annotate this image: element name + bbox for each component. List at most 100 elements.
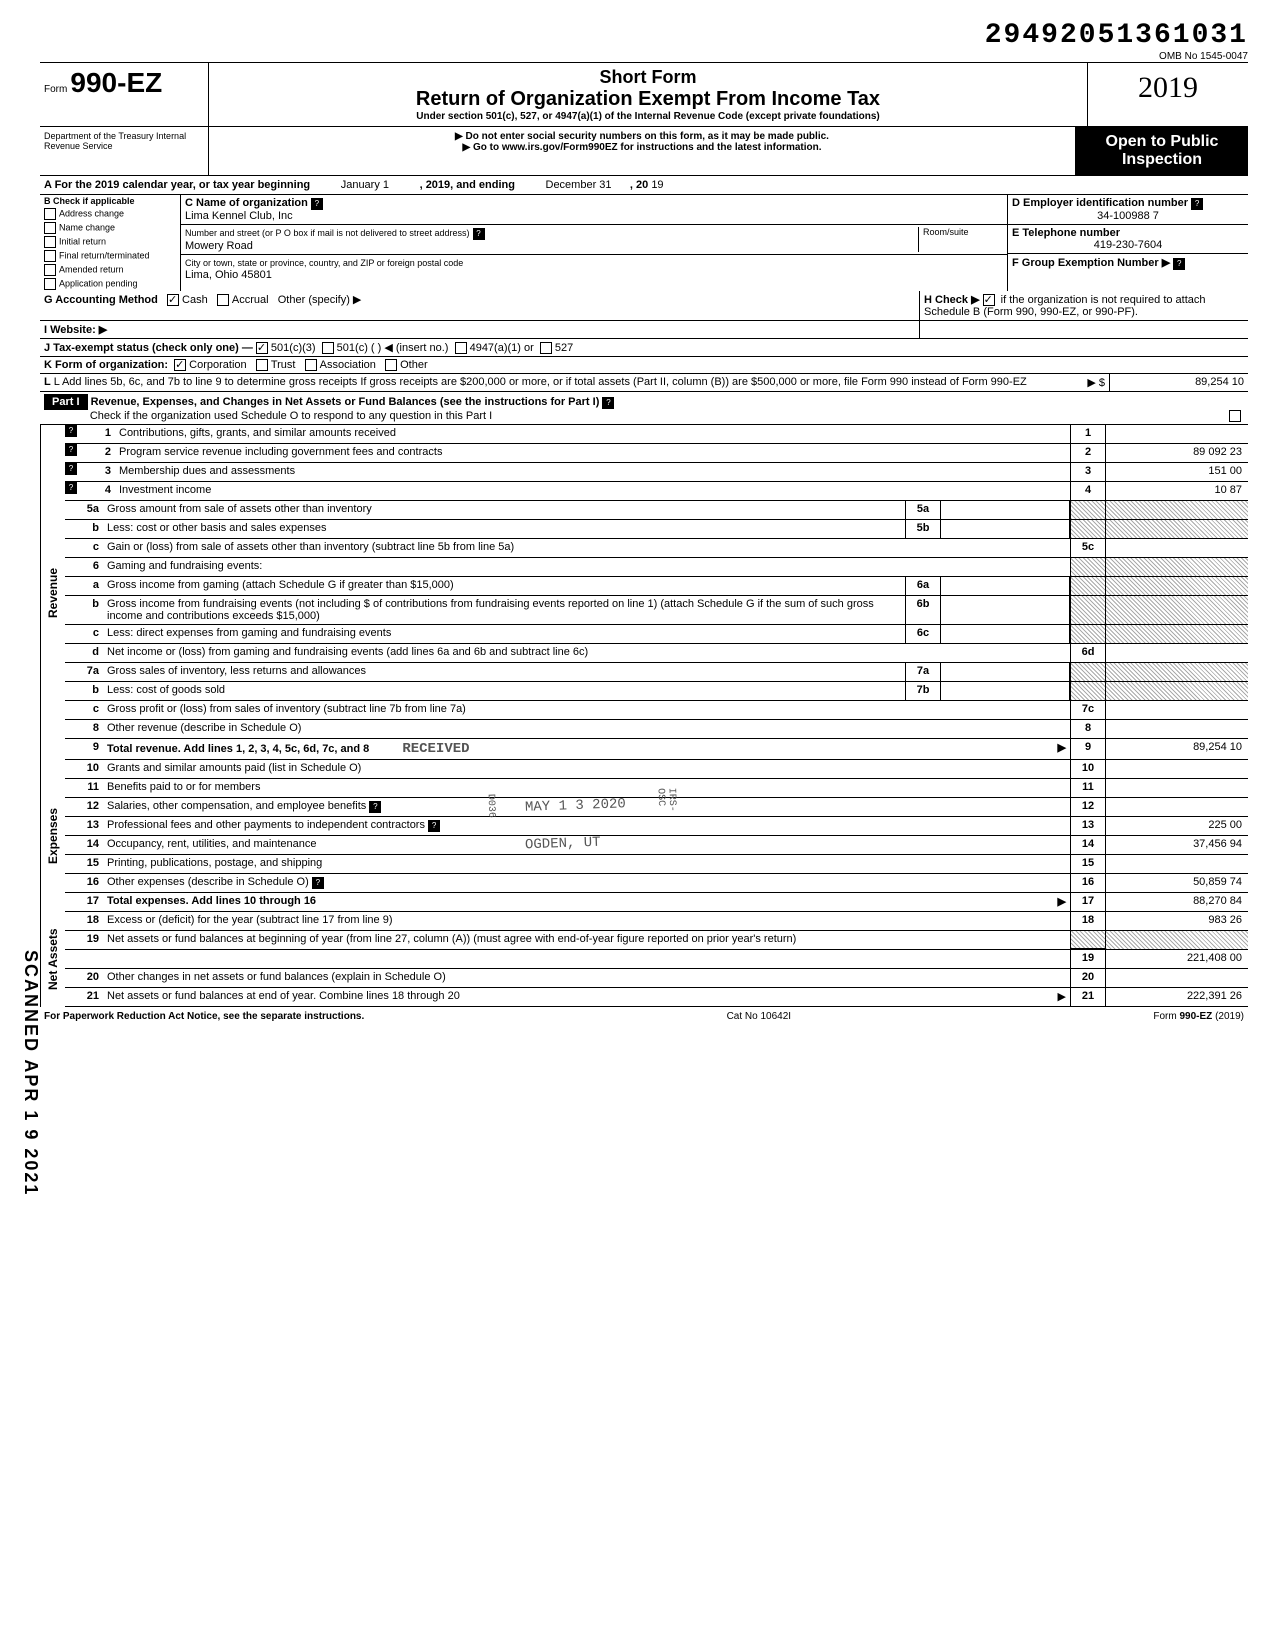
line-12-num: 12: [65, 798, 103, 816]
shaded-cell: [1106, 682, 1248, 700]
line-4-desc: Investment income: [115, 482, 1070, 500]
line-5a-mv: [941, 501, 1070, 519]
help-icon[interactable]: ?: [1191, 198, 1203, 210]
line-7a-desc: Gross sales of inventory, less returns a…: [103, 663, 905, 681]
city-label: City or town, state or province, country…: [185, 258, 463, 268]
barcode-number: 29492051361031: [40, 20, 1248, 51]
revenue-section: Revenue ?1Contributions, gifts, grants, …: [40, 425, 1248, 760]
help-icon[interactable]: ?: [311, 198, 323, 210]
part1-check-text: Check if the organization used Schedule …: [90, 410, 492, 422]
shaded-cell: [1106, 501, 1248, 519]
line-7a-num: 7a: [65, 663, 103, 681]
line-15-rn: 15: [1070, 855, 1106, 873]
line-20-num: 20: [65, 969, 103, 987]
line-7b-desc: Less: cost of goods sold: [103, 682, 905, 700]
ogden-stamp: OGDEN, UT: [525, 835, 601, 854]
line-1-desc: Contributions, gifts, grants, and simila…: [115, 425, 1070, 443]
j-4947-checkbox[interactable]: [455, 342, 467, 354]
help-icon[interactable]: ?: [473, 228, 485, 240]
line-16-num: 16: [65, 874, 103, 892]
opt-address: Address change: [59, 208, 124, 218]
line-6c-desc: Less: direct expenses from gaming and fu…: [103, 625, 905, 643]
line-9-num: 9: [65, 739, 103, 759]
help-icon[interactable]: ?: [1173, 258, 1185, 270]
cash-checkbox[interactable]: [167, 294, 179, 306]
line-8-num: 8: [65, 720, 103, 738]
line-6c-num: c: [65, 625, 103, 643]
l-value: 89,254 10: [1110, 374, 1248, 391]
line-7b-mn: 7b: [905, 682, 941, 700]
dept-label: Department of the Treasury Internal Reve…: [40, 127, 209, 175]
tax-year: 2019: [1088, 63, 1248, 113]
opt-amended: Amended return: [59, 264, 124, 274]
g-other: Other (specify) ▶: [278, 294, 362, 306]
line-20-desc: Other changes in net assets or fund bala…: [103, 969, 1070, 987]
line-6b-mv: [941, 596, 1070, 624]
h-label: H Check ▶: [924, 294, 980, 306]
help-icon[interactable]: ?: [65, 444, 77, 456]
part1-header: Part I Revenue, Expenses, and Changes in…: [40, 392, 1248, 425]
open-to-public: Open to Public Inspection: [1075, 127, 1248, 175]
c-label: C Name of organization: [185, 197, 308, 209]
line-5c-rn: 5c: [1070, 539, 1106, 557]
help-icon[interactable]: ?: [65, 463, 77, 475]
initial-return-checkbox[interactable]: [44, 236, 56, 248]
opt-name: Name change: [59, 222, 115, 232]
line-14-desc: Occupancy, rent, utilities, and maintena…: [103, 836, 1070, 854]
final-return-checkbox[interactable]: [44, 250, 56, 262]
k-label: K Form of organization:: [44, 359, 168, 371]
line-6d-num: d: [65, 644, 103, 662]
help-icon[interactable]: ?: [65, 482, 77, 494]
line-16-desc: Other expenses (describe in Schedule O) …: [103, 874, 1070, 892]
help-icon[interactable]: ?: [369, 801, 381, 813]
help-icon[interactable]: ?: [312, 877, 324, 889]
part1-title: Revenue, Expenses, and Changes in Net As…: [91, 396, 600, 408]
j-501c-checkbox[interactable]: [322, 342, 334, 354]
line-4-rv: 10 87: [1106, 482, 1248, 500]
line-18-rv: 983 26: [1106, 912, 1248, 930]
g-label: G Accounting Method: [44, 294, 158, 306]
h-checkbox[interactable]: [983, 294, 995, 306]
k-other-checkbox[interactable]: [385, 359, 397, 371]
row-l: L L Add lines 5b, 6c, and 7b to line 9 t…: [40, 374, 1248, 392]
j-o2b: ) ◀ (insert no.): [378, 342, 449, 354]
part1-checkbox[interactable]: [1229, 410, 1241, 422]
j-527-checkbox[interactable]: [540, 342, 552, 354]
d036-stamp: D036: [485, 794, 497, 818]
shaded-cell: [1106, 577, 1248, 595]
line-1-rn: 1: [1070, 425, 1106, 443]
blank: [65, 950, 103, 968]
line-6c-mn: 6c: [905, 625, 941, 643]
line-6a-mn: 6a: [905, 577, 941, 595]
line-13-num: 13: [65, 817, 103, 835]
a-begin: January 1: [341, 179, 389, 191]
line-5c-num: c: [65, 539, 103, 557]
line-19-num: 19: [65, 931, 103, 949]
line-5c-rv: [1106, 539, 1248, 557]
shaded-cell: [1070, 663, 1106, 681]
k-corp-checkbox[interactable]: [174, 359, 186, 371]
line-20-rn: 20: [1070, 969, 1106, 987]
netassets-label: Net Assets: [40, 912, 65, 1007]
row-i: I Website: ▶: [40, 321, 1248, 339]
help-icon[interactable]: ?: [65, 425, 77, 437]
line-4-rn: 4: [1070, 482, 1106, 500]
line-9-rv: 89,254 10: [1106, 739, 1248, 759]
j-501c3-checkbox[interactable]: [256, 342, 268, 354]
help-icon[interactable]: ?: [428, 820, 440, 832]
k-assoc-checkbox[interactable]: [305, 359, 317, 371]
k-trust-checkbox[interactable]: [256, 359, 268, 371]
line-6b-mn: 6b: [905, 596, 941, 624]
help-icon[interactable]: ?: [602, 397, 614, 409]
line-18-num: 18: [65, 912, 103, 930]
line-3-rn: 3: [1070, 463, 1106, 481]
line-2-rv: 89 092 23: [1106, 444, 1248, 462]
application-pending-checkbox[interactable]: [44, 278, 56, 290]
line-6a-num: a: [65, 577, 103, 595]
line-18-rn: 18: [1070, 912, 1106, 930]
accrual-checkbox[interactable]: [217, 294, 229, 306]
amended-return-checkbox[interactable]: [44, 264, 56, 276]
name-change-checkbox[interactable]: [44, 222, 56, 234]
line-5a-mn: 5a: [905, 501, 941, 519]
address-change-checkbox[interactable]: [44, 208, 56, 220]
